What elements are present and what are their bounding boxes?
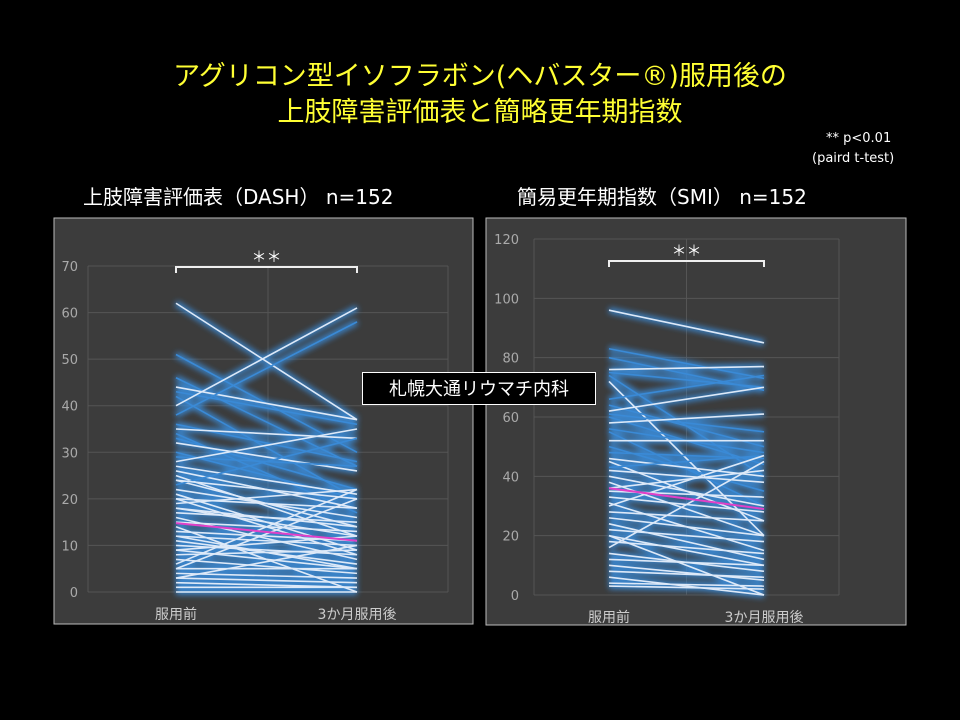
- significance-stars: ＊＊: [251, 248, 281, 266]
- series-line: [175, 558, 358, 575]
- series-line: [608, 534, 765, 596]
- x-tick-label: 服用前: [155, 606, 197, 623]
- series-line: [175, 474, 358, 537]
- series-line: [175, 321, 358, 416]
- smi-subtitle: 簡易更年期指数（SMI） n=152: [517, 185, 807, 209]
- series-line: [175, 498, 358, 570]
- y-tick-label: 50: [61, 353, 78, 368]
- series-line: [608, 528, 765, 543]
- series-line: [608, 454, 765, 469]
- y-tick-label: 20: [502, 530, 519, 545]
- x-tick-label: 3か月服用後: [725, 610, 804, 626]
- series-line: [608, 347, 765, 380]
- series-line: [175, 572, 358, 579]
- y-tick-label: 20: [61, 493, 78, 508]
- x-tick-label: 3か月服用後: [318, 607, 397, 623]
- series-line: [175, 386, 358, 421]
- y-tick-label: 120: [494, 233, 519, 248]
- y-tick-label: 10: [61, 539, 78, 554]
- significance-note: ** p<0.01: [826, 131, 892, 146]
- watermark: 札幌大通リウマチ内科: [362, 372, 596, 405]
- y-tick-label: 40: [502, 470, 519, 485]
- series-line: [608, 534, 765, 567]
- y-tick-label: 60: [61, 307, 78, 322]
- series-line: [175, 544, 358, 579]
- significance-bracket: [175, 266, 358, 273]
- test-note: (paird t-test): [812, 151, 895, 166]
- series-line: [608, 365, 765, 371]
- series-line: [608, 309, 765, 344]
- series-line: [608, 404, 765, 448]
- series-line: [175, 498, 358, 509]
- series-line: [608, 374, 765, 400]
- series-line: [175, 479, 358, 500]
- series-line: [608, 511, 765, 522]
- series-line: [175, 302, 358, 421]
- series-line: [608, 540, 765, 555]
- series-line: [175, 442, 358, 472]
- y-tick-label: 80: [502, 352, 519, 367]
- series-line: [608, 564, 765, 581]
- series-line: [608, 523, 765, 561]
- series-line: [175, 307, 358, 407]
- series-line: [608, 413, 765, 424]
- series-line: [608, 585, 765, 590]
- series-line: [608, 386, 765, 412]
- chart-0: 0 10 20 30 40 50 60 70 服用前 3か月服用後 ＊＊: [53, 217, 474, 625]
- slide-title-line2: 上肢障害評価表と簡略更年期指数: [277, 97, 683, 128]
- series-line: [608, 371, 765, 389]
- series-line: [175, 465, 358, 495]
- series-line: [175, 437, 358, 486]
- series-line: [608, 475, 765, 507]
- series-line: [175, 507, 358, 528]
- series-line: [608, 576, 765, 596]
- series-line: [608, 570, 765, 578]
- series-line: [608, 517, 765, 537]
- y-tick-label: 60: [502, 411, 519, 426]
- significance-bracket: [608, 260, 765, 267]
- significance-stars: ＊＊: [671, 242, 701, 260]
- dash-subtitle: 上肢障害評価表（DASH） n=152: [83, 185, 394, 209]
- series-line: [175, 428, 358, 440]
- series-line: [175, 577, 358, 584]
- y-tick-label: 100: [494, 292, 519, 307]
- series-line: [608, 460, 765, 549]
- slide-title-line1: アグリコン型イソフラボン(ヘバスター®)服用後の: [173, 61, 787, 92]
- x-tick-label: 服用前: [588, 609, 630, 626]
- y-tick-label: 70: [61, 260, 78, 275]
- mean-line: [608, 487, 765, 510]
- series-line: [175, 428, 358, 463]
- y-tick-label: 30: [61, 446, 78, 461]
- series-line: [608, 558, 765, 567]
- series-line: [175, 507, 358, 537]
- series-line: [608, 454, 765, 507]
- chart-1: 0 20 40 60 80 100 120 服用前 3か月服用後 ＊＊: [485, 217, 907, 626]
- series-line: [175, 390, 358, 426]
- series-line: [608, 469, 765, 484]
- y-tick-label: 0: [70, 586, 78, 601]
- series-line: [175, 535, 358, 570]
- y-tick-label: 40: [61, 400, 78, 415]
- series-line: [608, 469, 765, 489]
- series-line: [608, 413, 765, 433]
- series-line: [175, 535, 358, 547]
- y-tick-label: 0: [511, 589, 519, 604]
- mean-line: [175, 522, 358, 542]
- series-line: [175, 488, 358, 565]
